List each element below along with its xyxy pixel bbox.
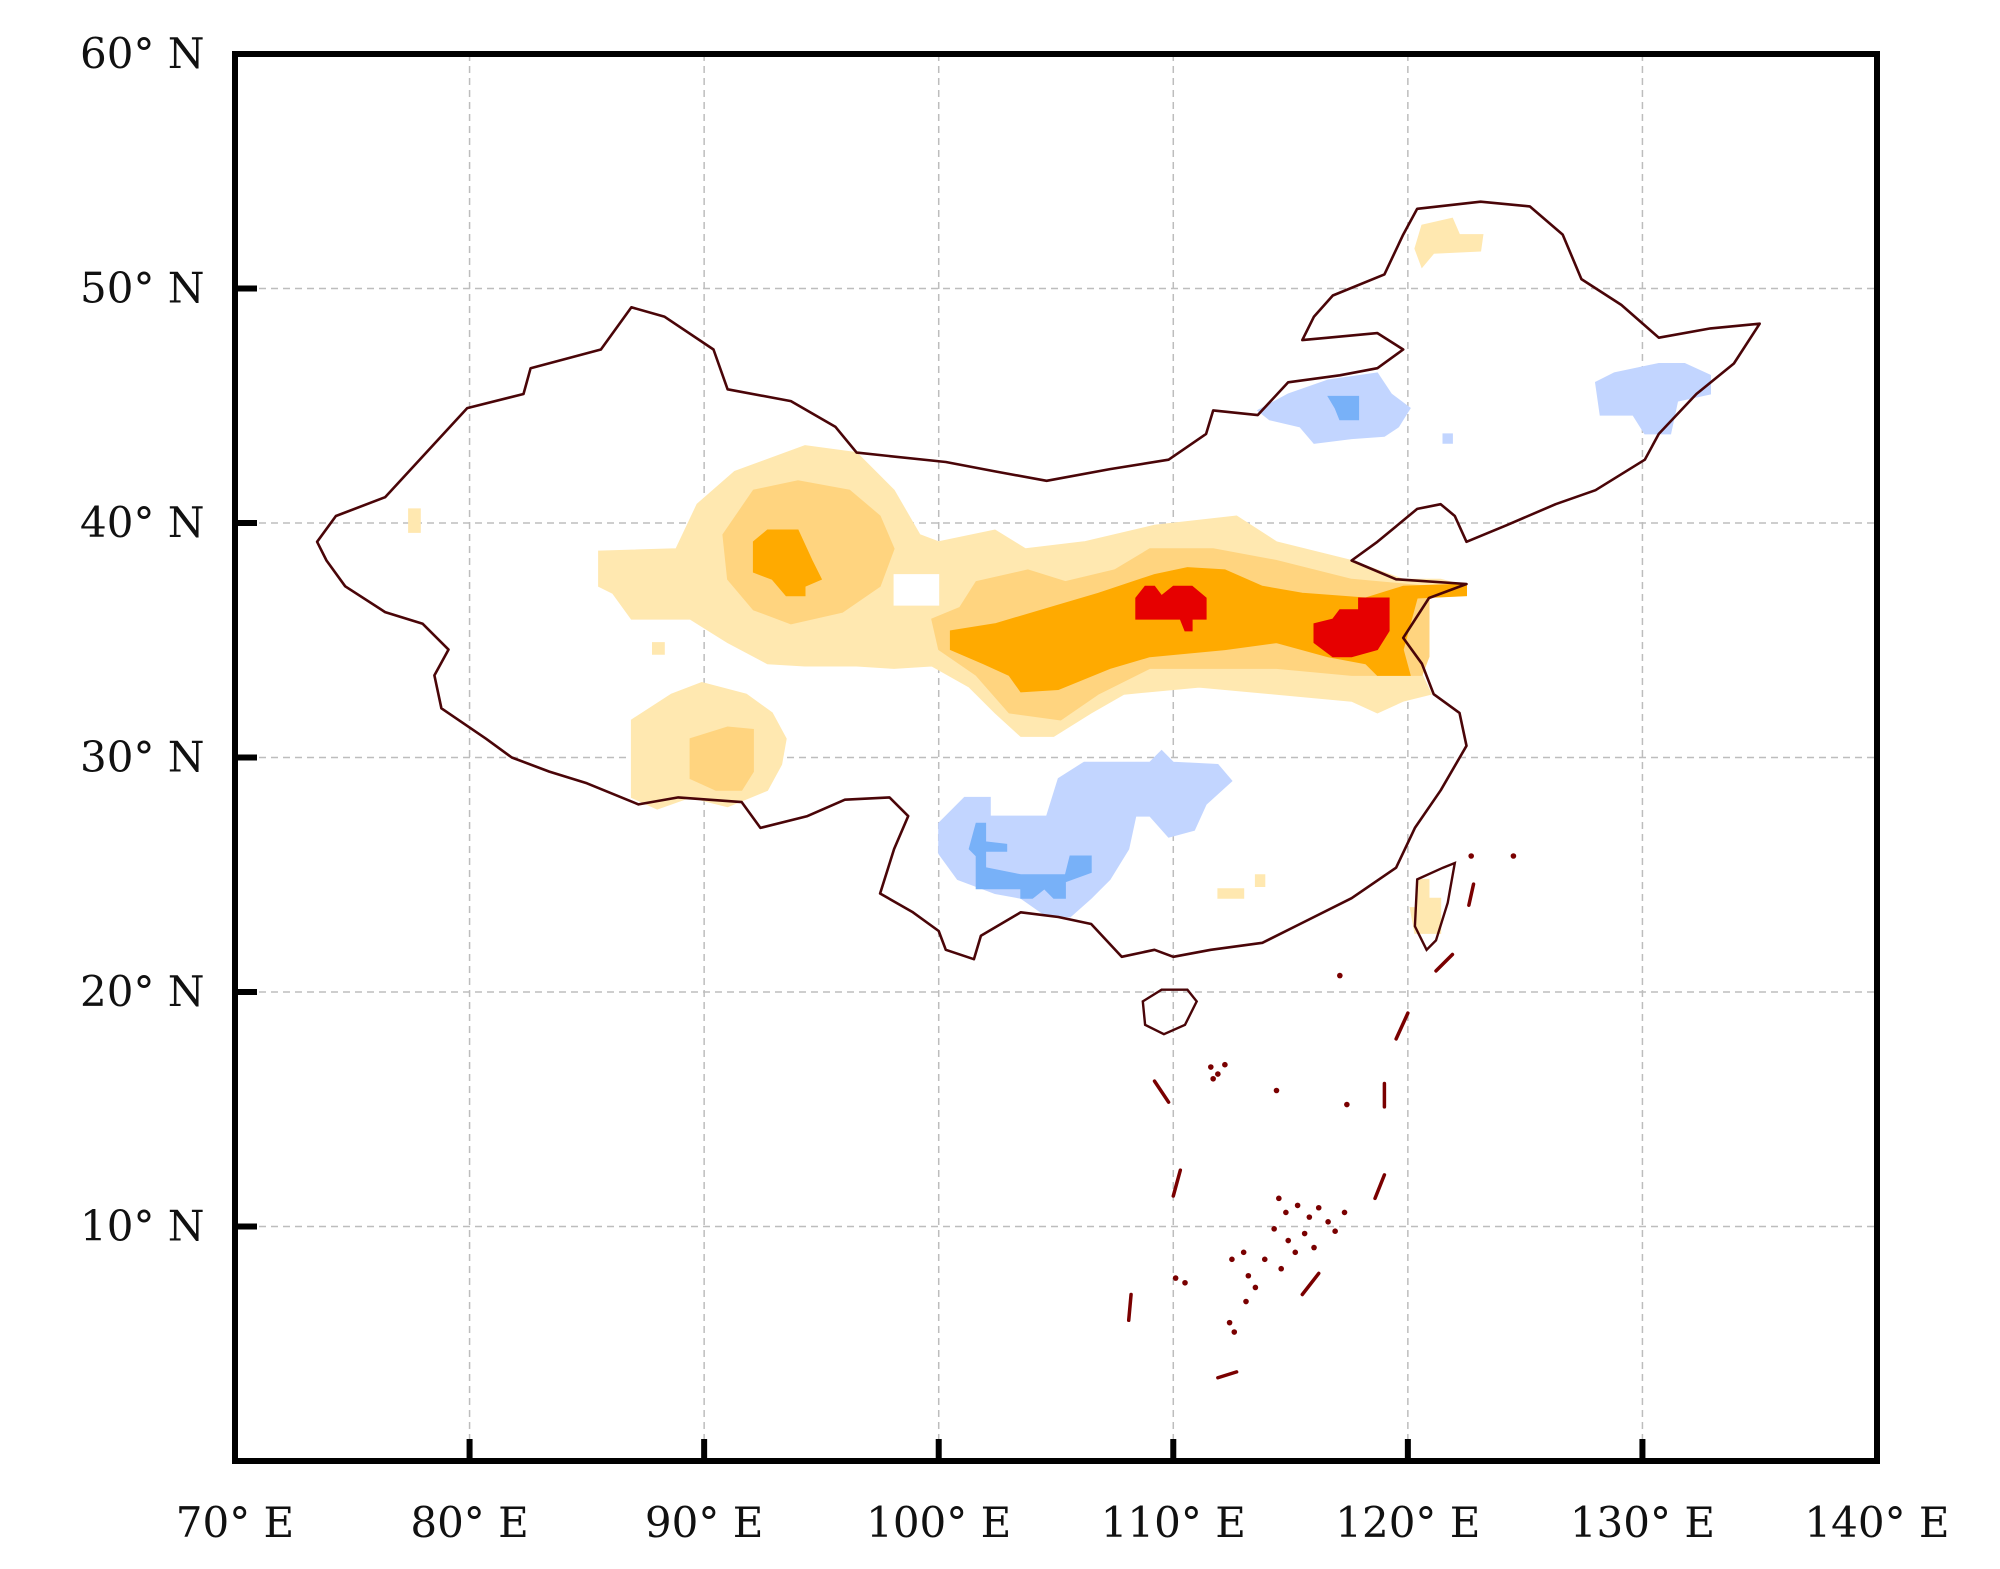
x-axis-labels: 70° E 80° E 90° E 100° E 110° E 120° E 130° E 1… [176, 1498, 1950, 1547]
x-tick-label: 140° E [1804, 1498, 1949, 1547]
island-dot [1278, 1265, 1284, 1272]
y-axis-labels: 60° N 50° N 40° N 30° N 20° N 10° N [80, 29, 205, 1251]
nine-dash-segment [1126, 1292, 1133, 1323]
x-tick-label: 100° E [866, 1498, 1011, 1547]
nine-dash-segment [1171, 1168, 1183, 1198]
anomaly-region-neg2 [1327, 395, 1360, 421]
x-tick-label: 90° E [645, 1498, 763, 1547]
island-dot [1261, 1256, 1268, 1263]
gridlines [235, 54, 1877, 1461]
anomaly-region-pos3 [752, 529, 823, 597]
axis-ticks [235, 285, 1646, 1461]
island-dot [1276, 1195, 1282, 1202]
island-dot [1229, 1256, 1235, 1263]
island-dot [1231, 1329, 1238, 1335]
island-dot [1273, 1087, 1280, 1094]
anomaly-region-pos1 [1217, 888, 1245, 899]
china-outline [315, 200, 1761, 961]
anomaly-region-pos1 [1254, 874, 1266, 887]
nine-dash-segment [1152, 1079, 1171, 1104]
anomaly-region-pos3 [949, 567, 1467, 693]
island-dot [1294, 1202, 1301, 1209]
nine-dash-segment [1216, 1370, 1239, 1380]
nine-dash-segment [1467, 882, 1476, 907]
island-dot [1252, 1284, 1259, 1291]
island-dot [1182, 1279, 1188, 1286]
island-dot [1301, 1230, 1308, 1237]
x-tick-label: 80° E [410, 1498, 528, 1547]
china-boundary [315, 200, 1761, 1380]
island-dot [1222, 1061, 1228, 1068]
island-dot [1240, 1249, 1247, 1256]
island-dot [1226, 1319, 1233, 1326]
island-dot [1341, 1209, 1348, 1216]
island-dot [1325, 1219, 1331, 1225]
island-dot [1306, 1214, 1313, 1220]
anomaly-region-neg1 [1442, 433, 1453, 444]
anomaly-region-pos2 [689, 726, 754, 791]
y-tick-label: 50° N [80, 264, 205, 313]
island-dot [1243, 1298, 1249, 1305]
island-dot [1292, 1249, 1299, 1256]
y-tick-label: 30° N [80, 733, 205, 782]
anomaly-region-pos4 [1313, 597, 1390, 658]
y-tick-label: 10° N [80, 1202, 205, 1251]
x-tick-label: 70° E [176, 1498, 294, 1547]
anomaly-region-pos1 [408, 508, 421, 533]
y-tick-label: 40° N [80, 498, 205, 547]
anomaly-regions [408, 217, 1711, 934]
island-dot [1283, 1209, 1289, 1216]
anomaly-region-pos1 [1414, 217, 1484, 269]
anomaly-region-pos4 [1135, 585, 1207, 632]
x-tick-label: 130° E [1570, 1498, 1715, 1547]
x-tick-label: 110° E [1101, 1498, 1246, 1547]
island-dot [1468, 853, 1474, 859]
island-dot [1285, 1237, 1292, 1244]
x-tick-label: 120° E [1335, 1498, 1480, 1547]
island-dot [1311, 1244, 1317, 1251]
island-dot [1208, 1064, 1214, 1070]
island-dot [1332, 1228, 1338, 1234]
island-dot [1210, 1075, 1216, 1082]
island-dot [1510, 853, 1517, 859]
island-dot [1315, 1204, 1322, 1211]
island-dot [1245, 1272, 1252, 1279]
anomaly-region-neg2 [968, 822, 1092, 899]
y-tick-label: 20° N [80, 967, 205, 1016]
island-hainan [1141, 988, 1199, 1036]
anomaly-region-neg1 [1256, 372, 1411, 444]
nine-dash-segment [1394, 1011, 1410, 1041]
island-dot [1337, 972, 1343, 979]
nine-dash-segment [1434, 952, 1455, 973]
y-tick-label: 60° N [80, 29, 205, 78]
island-dot [1271, 1226, 1277, 1232]
island-dot [1172, 1275, 1179, 1281]
nine-dash-segment [1373, 1173, 1387, 1201]
anomaly-region-pos1 [652, 642, 665, 655]
island-dot [1344, 1101, 1350, 1108]
island-dot [1215, 1071, 1221, 1077]
island-taiwan [1413, 861, 1457, 952]
nine-dash-segment [1300, 1271, 1321, 1297]
anomaly-region-blank [893, 574, 940, 606]
